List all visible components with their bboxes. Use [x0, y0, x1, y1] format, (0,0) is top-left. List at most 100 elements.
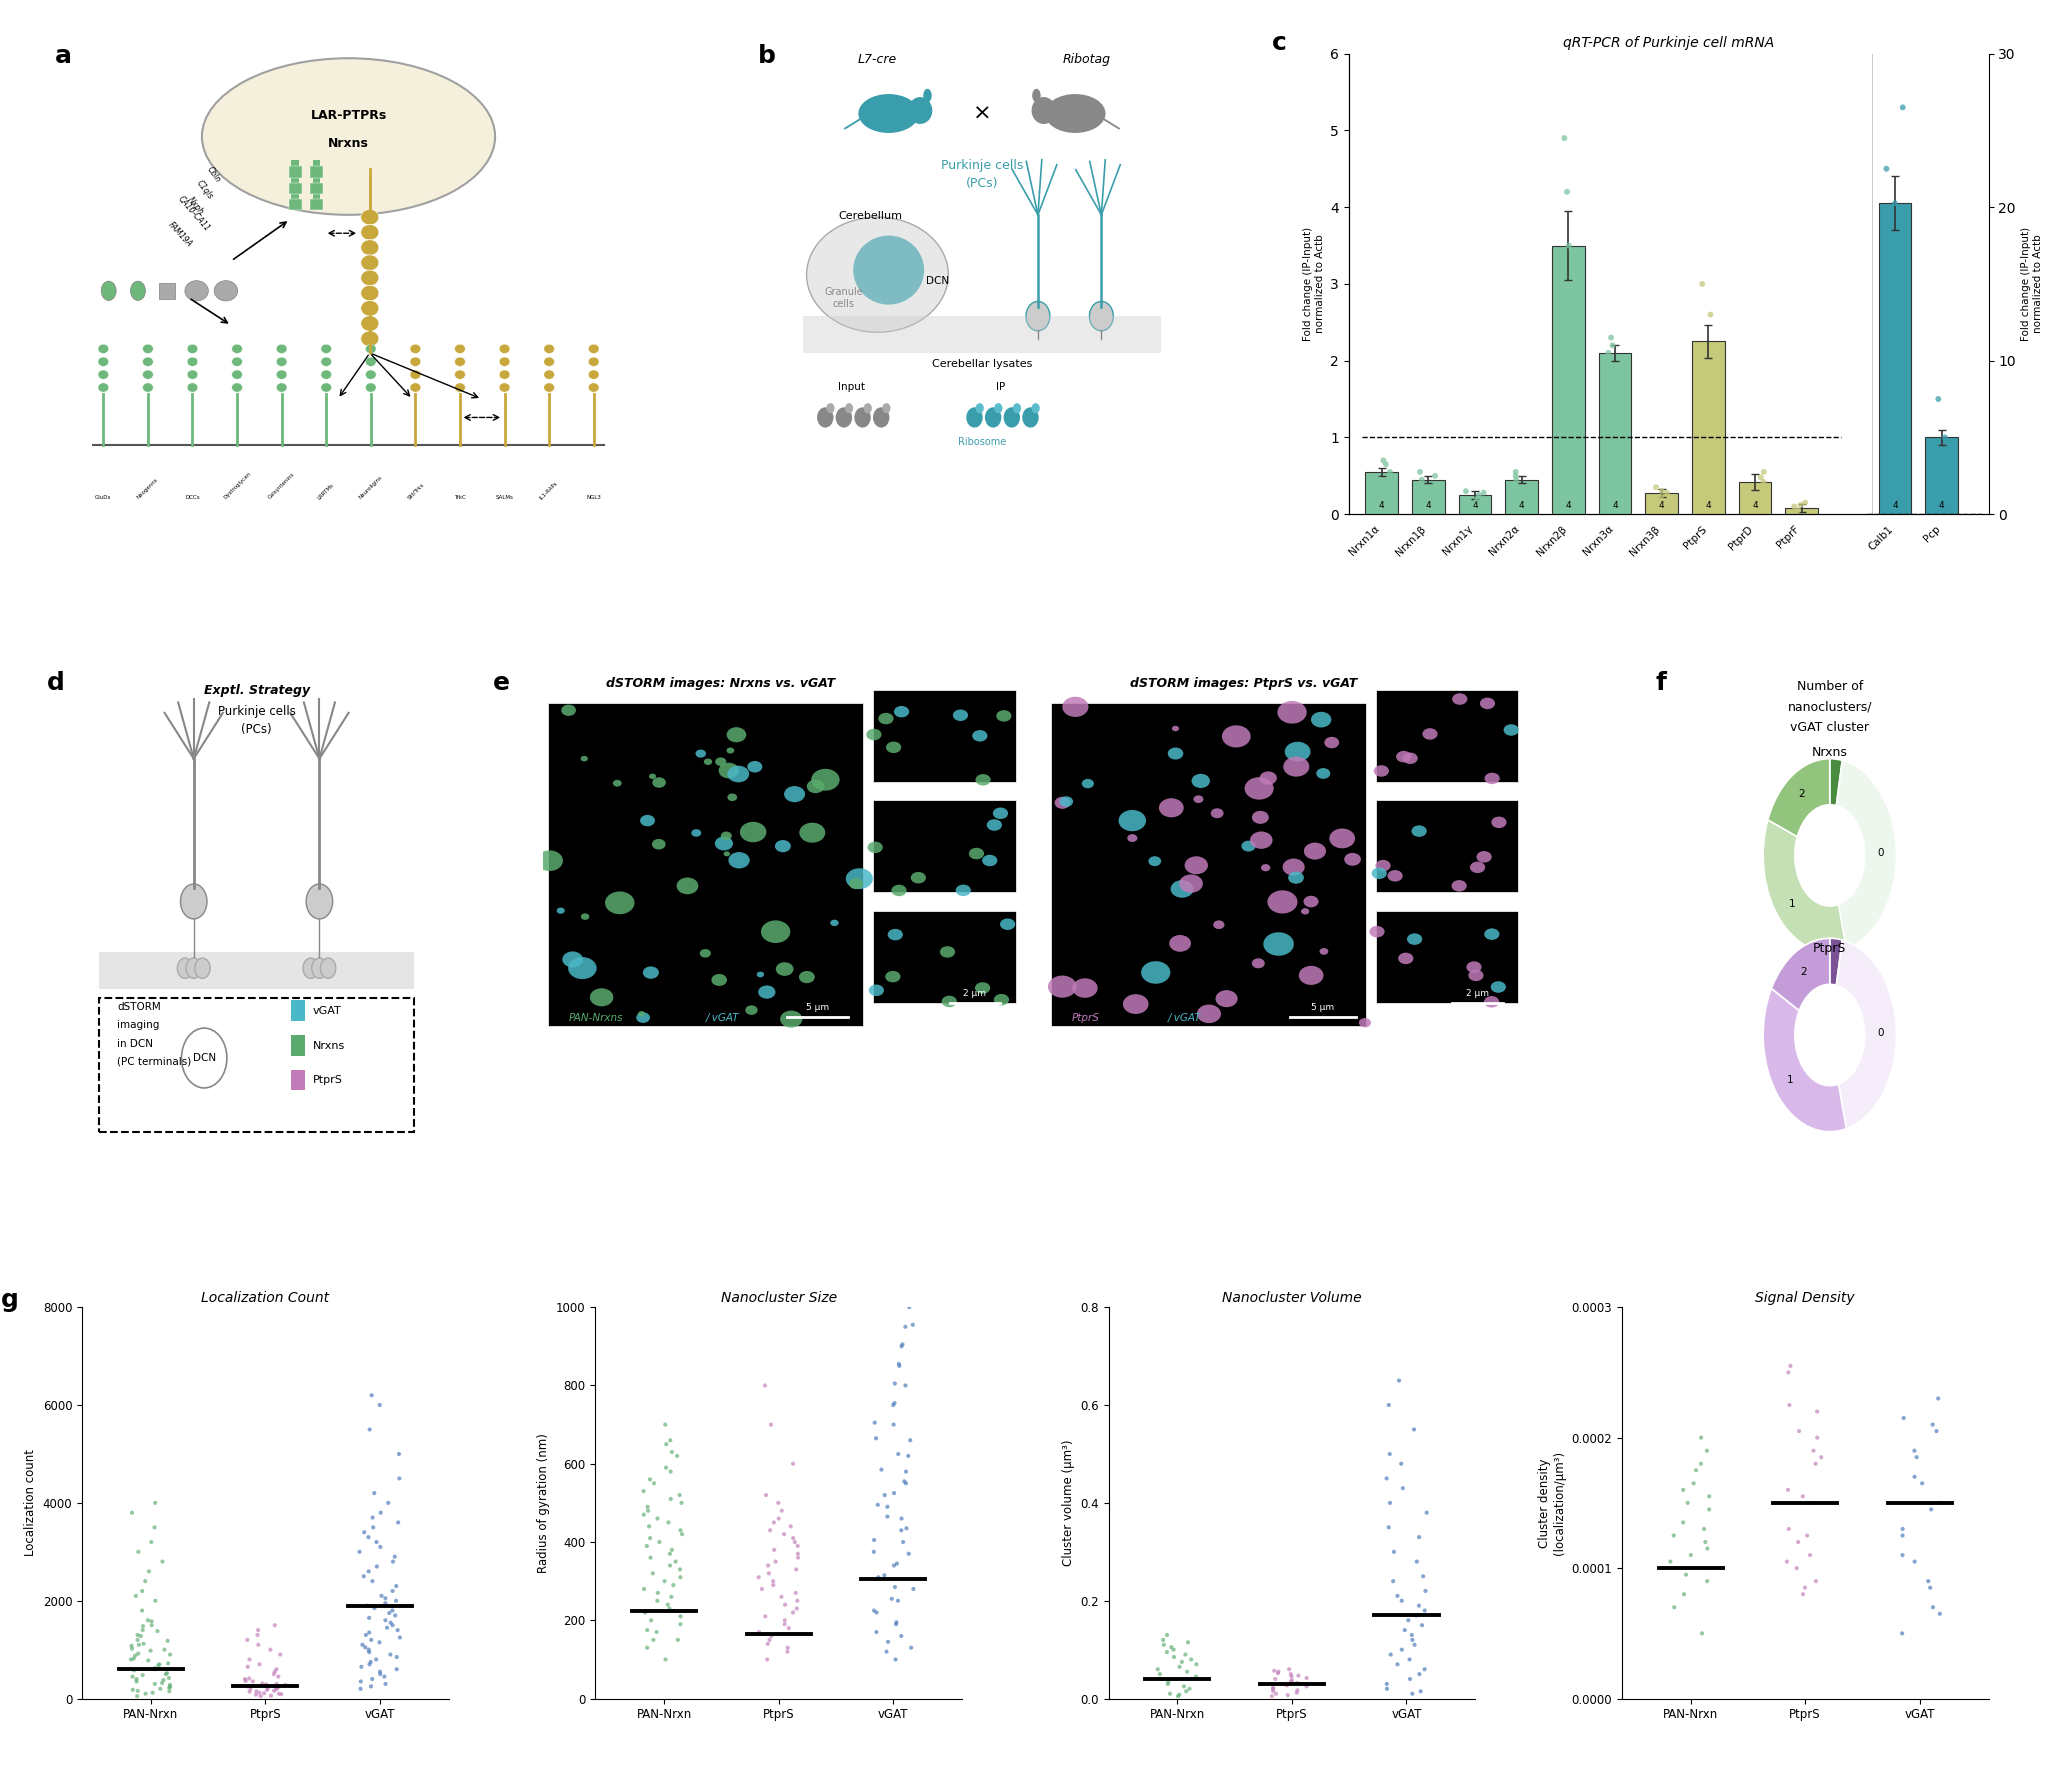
Ellipse shape	[986, 819, 1002, 831]
Point	[1382, 1366, 1414, 1395]
Point	[1396, 1620, 1429, 1649]
Point	[1371, 1675, 1404, 1704]
Ellipse shape	[800, 822, 826, 842]
Point	[1685, 1450, 1718, 1479]
Point	[1800, 1423, 1833, 1452]
Text: Cbln: Cbln	[205, 164, 221, 184]
Ellipse shape	[1484, 772, 1501, 785]
Point	[342, 1538, 375, 1566]
Text: LAR-PTPRs: LAR-PTPRs	[310, 109, 387, 122]
Ellipse shape	[1060, 796, 1072, 806]
Point	[369, 1590, 402, 1618]
Ellipse shape	[1185, 856, 1207, 874]
Point	[242, 1616, 275, 1645]
Point	[859, 1423, 892, 1452]
Point	[123, 1631, 156, 1659]
Ellipse shape	[783, 787, 806, 803]
Point	[154, 1677, 187, 1706]
Circle shape	[1004, 408, 1021, 427]
Point	[348, 1632, 381, 1661]
Point	[879, 1607, 912, 1636]
Point	[1404, 458, 1437, 486]
Text: dSTORM: dSTORM	[117, 1001, 160, 1012]
Point	[115, 1634, 148, 1663]
Point	[1773, 1352, 1806, 1380]
Point	[1148, 1631, 1181, 1659]
Circle shape	[455, 383, 465, 392]
Text: PtprS: PtprS	[312, 1075, 342, 1085]
Point	[351, 1591, 383, 1620]
Point	[1693, 1482, 1726, 1511]
Ellipse shape	[695, 749, 705, 758]
Point	[656, 1536, 689, 1564]
Ellipse shape	[1304, 896, 1318, 907]
Point	[260, 1675, 293, 1704]
Point	[346, 1563, 379, 1591]
Ellipse shape	[894, 706, 908, 717]
Circle shape	[410, 345, 420, 354]
Point	[144, 1650, 176, 1679]
Ellipse shape	[867, 730, 882, 740]
Point	[1402, 1591, 1435, 1620]
Ellipse shape	[1320, 948, 1328, 955]
Ellipse shape	[847, 869, 873, 889]
Point	[1374, 1439, 1406, 1468]
Circle shape	[176, 958, 193, 978]
Point	[371, 1613, 404, 1641]
Ellipse shape	[652, 839, 666, 849]
Point	[754, 1622, 787, 1650]
Ellipse shape	[1423, 728, 1437, 740]
Wedge shape	[1831, 939, 1843, 985]
Point	[1275, 1659, 1308, 1688]
Point	[1181, 1650, 1214, 1679]
Ellipse shape	[1402, 753, 1419, 763]
Point	[375, 1609, 408, 1638]
Point	[258, 1659, 291, 1688]
Point	[353, 1638, 385, 1666]
Bar	[1412, 479, 1445, 515]
Point	[1281, 1668, 1314, 1697]
Point	[1460, 485, 1492, 513]
Circle shape	[184, 281, 209, 300]
Point	[886, 1622, 918, 1650]
Point	[383, 1624, 416, 1652]
Ellipse shape	[1304, 842, 1326, 860]
Ellipse shape	[703, 758, 711, 765]
Point	[1158, 1665, 1191, 1693]
Point	[1800, 1450, 1833, 1479]
Point	[648, 1566, 681, 1595]
Circle shape	[320, 958, 336, 978]
Circle shape	[500, 383, 510, 392]
Point	[765, 1582, 797, 1611]
Ellipse shape	[877, 713, 894, 724]
Point	[1923, 1489, 1956, 1518]
Point	[369, 1584, 402, 1613]
Point	[248, 1679, 281, 1708]
Circle shape	[361, 331, 379, 347]
Point	[769, 1609, 802, 1638]
Point	[1786, 1482, 1818, 1511]
Point	[879, 1609, 912, 1638]
Point	[1408, 1656, 1441, 1684]
Point	[1142, 1656, 1175, 1684]
Point	[127, 1661, 160, 1690]
Ellipse shape	[1490, 982, 1507, 992]
Ellipse shape	[1484, 928, 1499, 940]
Point	[1388, 1616, 1421, 1645]
Point	[117, 1663, 150, 1691]
Point	[633, 1464, 666, 1493]
Point	[640, 1618, 672, 1647]
Point	[664, 1563, 697, 1591]
Bar	[804, 316, 1160, 352]
Circle shape	[144, 345, 154, 354]
Point	[139, 1670, 172, 1699]
Point	[1374, 458, 1406, 486]
Point	[1794, 1541, 1827, 1570]
Point	[1878, 190, 1911, 218]
Text: Nrxns: Nrxns	[312, 1041, 344, 1051]
Ellipse shape	[1253, 810, 1269, 824]
Ellipse shape	[922, 89, 931, 102]
Point	[234, 1665, 266, 1693]
Point	[898, 1575, 931, 1604]
Bar	[1691, 342, 1724, 515]
